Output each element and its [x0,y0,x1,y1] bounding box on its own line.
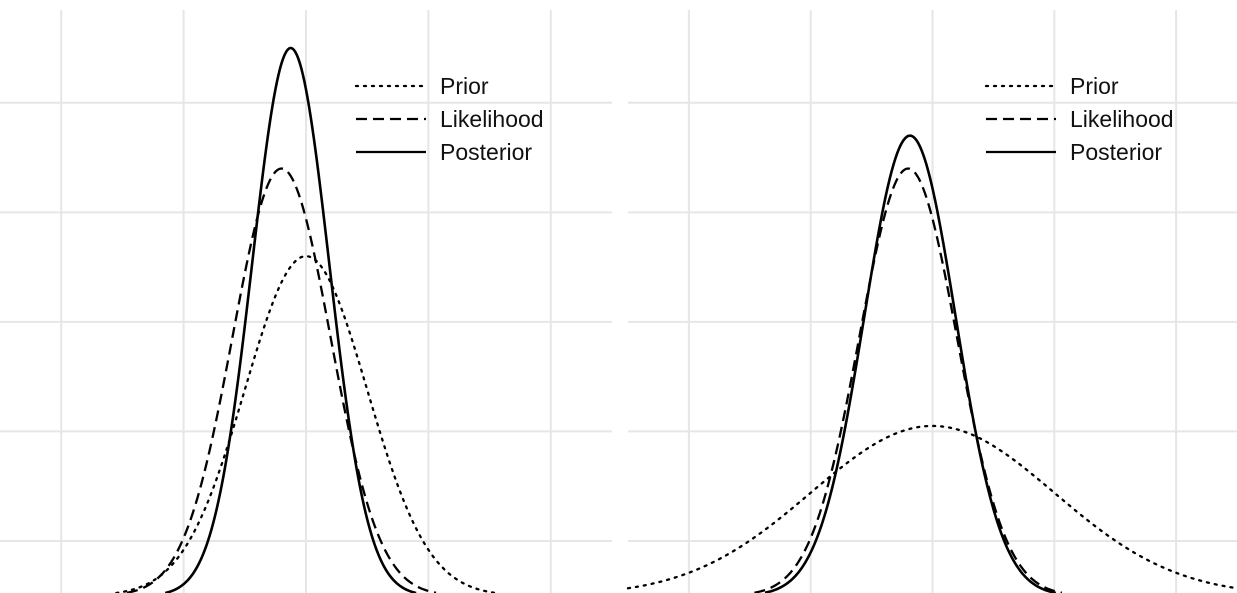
legend-label-posterior: Posterior [440,139,532,165]
series-line-likelihood [126,167,437,593]
legend-label-prior: Prior [440,73,489,99]
series-group [115,46,497,593]
legend: Prior Likelihood Posterior [984,73,1174,165]
chart-panel-left: Prior Likelihood Posterior [0,0,612,593]
legend-label-prior: Prior [1070,73,1119,99]
legend-label-likelihood: Likelihood [1070,106,1174,132]
series-group [626,134,1237,593]
series-line-prior [115,254,497,593]
legend-label-likelihood: Likelihood [440,106,544,132]
series-line-likelihood [754,167,1063,593]
chart-panel-right: Prior Likelihood Posterior [626,0,1237,593]
grid [0,10,612,593]
chart-left: Prior Likelihood Posterior [0,10,612,593]
series-line-posterior [164,46,417,593]
series-line-prior [626,424,1237,590]
legend: Prior Likelihood Posterior [354,73,544,165]
series-line-posterior [764,134,1057,593]
legend-label-posterior: Posterior [1070,139,1162,165]
chart-right: Prior Likelihood Posterior [626,10,1237,593]
grid [628,10,1237,593]
